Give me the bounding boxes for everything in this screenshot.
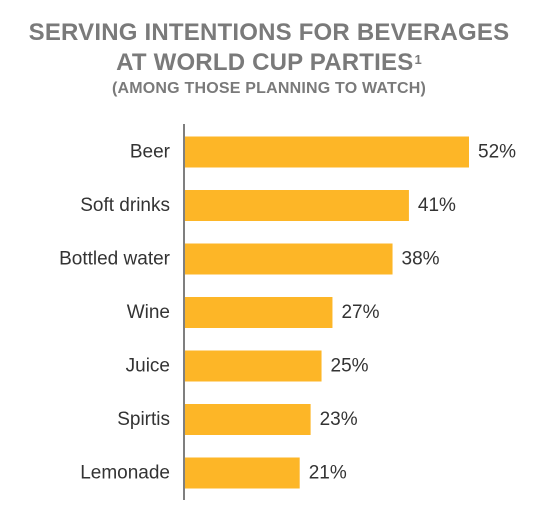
value-label: 52% [478,142,516,163]
category-label: Spirtis [117,409,170,430]
category-label: Soft drinks [80,195,170,216]
bar-bottled-water [185,243,393,275]
bar-beer [185,136,469,168]
chart-title-line-2: AT WORLD CUP PARTIES1 [0,48,538,78]
bar-wine [185,297,333,328]
category-label: Bottled water [59,249,171,270]
value-label: 38% [402,249,440,270]
chart-subtitle: (AMONG THOSE PLANNING TO WATCH) [111,80,427,97]
value-label: 23% [320,409,358,430]
value-label: 41% [418,195,456,216]
category-label: Wine [127,302,170,323]
bar-spirtis [185,404,311,435]
title-footnote-marker: 1 [414,52,422,67]
chart-title-block: SERVING INTENTIONS FOR BEVERAGES AT WORL… [0,18,538,100]
value-label: 27% [341,302,379,323]
chart-title-text-1: SERVING INTENTIONS FOR BEVERAGES [28,19,510,46]
category-label: Beer [130,142,171,163]
value-label: 25% [331,356,369,377]
chart-title-line-1: SERVING INTENTIONS FOR BEVERAGES [0,18,538,48]
bar-lemonade [185,457,300,489]
category-label: Juice [126,356,170,377]
value-label: 21% [309,463,347,484]
bar-juice [185,350,322,382]
category-label: Lemonade [80,463,170,484]
bar-soft-drinks [185,190,409,221]
chart-title-text-2: AT WORLD CUP PARTIES [116,49,414,76]
